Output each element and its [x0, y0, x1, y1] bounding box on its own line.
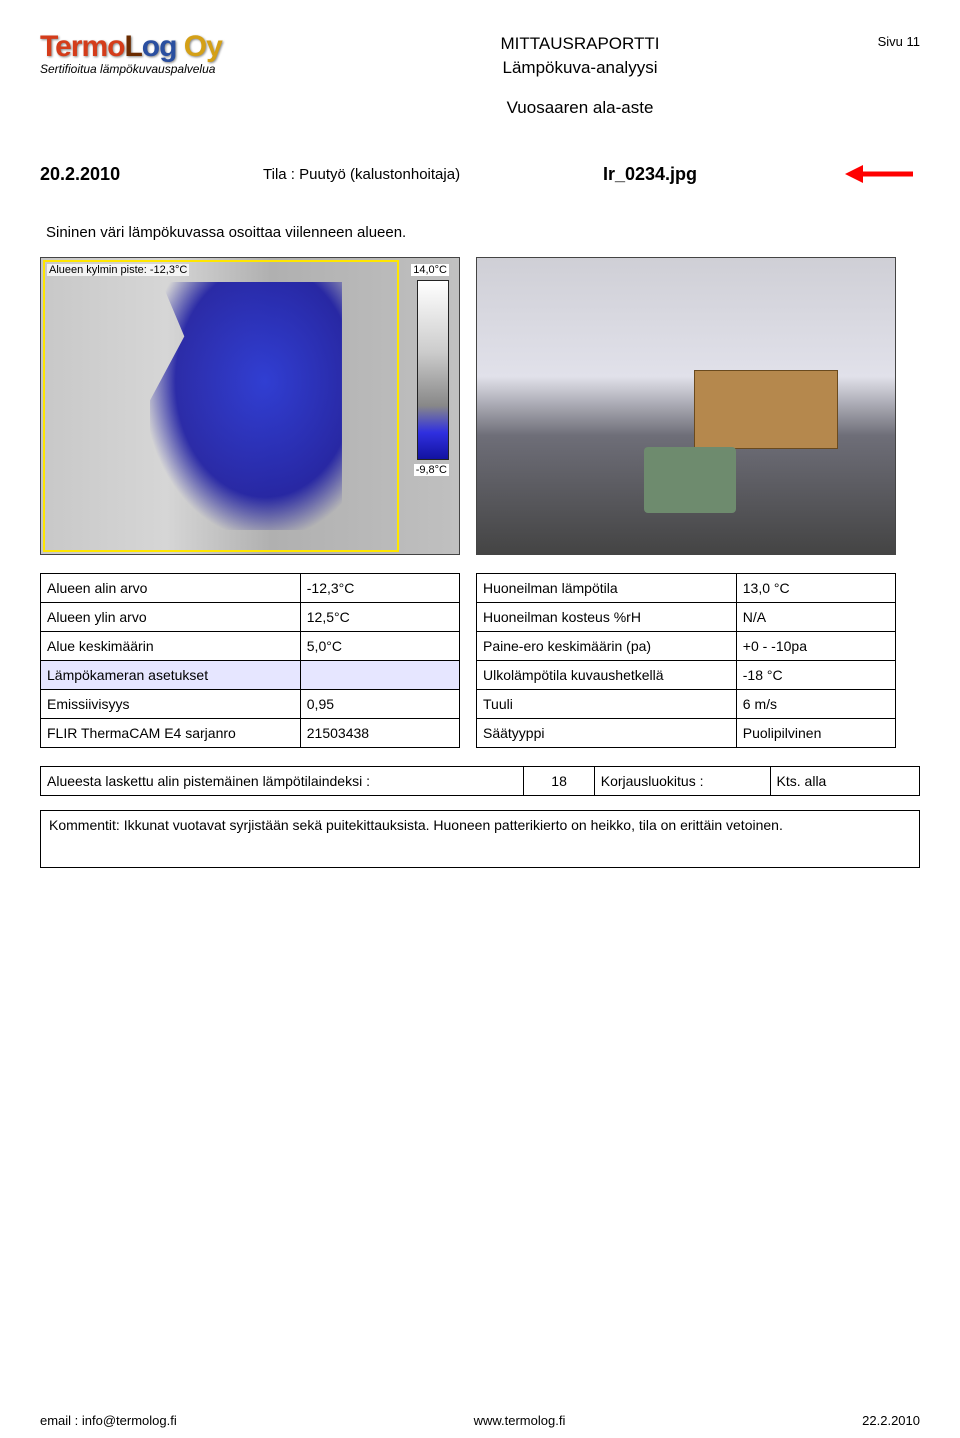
table-row: Alueen ylin arvo12,5°C	[41, 603, 460, 632]
logo: TermoLog Oy	[40, 30, 340, 64]
page-number: Sivu 11	[878, 34, 920, 49]
table-key: Lämpökameran asetukset	[41, 661, 301, 690]
room-label: Tila : Puutyö (kalustonhoitaja)	[263, 166, 460, 183]
scale-bottom-label: -9,8°C	[414, 464, 449, 476]
logo-part: Termo	[40, 30, 124, 63]
image-row: Alueen kylmin piste: -12,3°C 14,0°C -9,8…	[40, 257, 920, 555]
logo-part: og	[142, 30, 177, 63]
table-key: Alueen ylin arvo	[41, 603, 301, 632]
table-row: Emissiivisyys0,95	[41, 690, 460, 719]
table-val: Puolipilvinen	[736, 719, 895, 748]
right-table: Huoneilman lämpötila13,0 °CHuoneilman ko…	[476, 573, 896, 748]
table-key: Säätyyppi	[477, 719, 737, 748]
table-val: 0,95	[300, 690, 459, 719]
summary-label: Alueesta laskettu alin pistemäinen lämpö…	[41, 767, 524, 796]
table-key: FLIR ThermaCAM E4 sarjanro	[41, 719, 301, 748]
photo-device	[644, 447, 736, 512]
thermal-image: Alueen kylmin piste: -12,3°C 14,0°C -9,8…	[40, 257, 460, 555]
thermal-selection-rect	[43, 260, 399, 552]
photo-image	[476, 257, 896, 555]
table-row: Huoneilman lämpötila13,0 °C	[477, 574, 896, 603]
summary-value: 18	[524, 767, 594, 796]
table-row: Ulkolämpötila kuvaushetkellä-18 °C	[477, 661, 896, 690]
table-val: +0 - -10pa	[736, 632, 895, 661]
footer: email : info@termolog.fi www.termolog.fi…	[40, 1413, 920, 1428]
comment-box: Kommentit: Ikkunat vuotavat syrjistään s…	[40, 810, 920, 868]
logo-part: Oy	[184, 30, 222, 63]
summary-table: Alueesta laskettu alin pistemäinen lämpö…	[40, 766, 920, 796]
pointer-arrow-icon	[840, 154, 920, 194]
table-val: -12,3°C	[300, 574, 459, 603]
report-page: Sivu 11 TermoLog Oy Sertifioitua lämpöku…	[0, 30, 960, 1438]
summary-row: Alueesta laskettu alin pistemäinen lämpö…	[41, 767, 920, 796]
table-val: 6 m/s	[736, 690, 895, 719]
date: 20.2.2010	[40, 164, 120, 185]
summary-class-value: Kts. alla	[770, 767, 919, 796]
scale-gradient	[417, 280, 449, 460]
logo-block: TermoLog Oy Sertifioitua lämpökuvauspalv…	[40, 30, 340, 76]
table-val: 12,5°C	[300, 603, 459, 632]
table-key: Paine-ero keskimäärin (pa)	[477, 632, 737, 661]
table-key: Huoneilman lämpötila	[477, 574, 737, 603]
table-val	[300, 661, 459, 690]
scale-top-label: 14,0°C	[411, 264, 449, 276]
tables-row: Alueen alin arvo-12,3°CAlueen ylin arvo1…	[40, 573, 920, 748]
logo-part: L	[124, 30, 141, 63]
thermal-scale: 14,0°C -9,8°C	[419, 264, 449, 548]
table-key: Emissiivisyys	[41, 690, 301, 719]
table-row: Paine-ero keskimäärin (pa)+0 - -10pa	[477, 632, 896, 661]
table-row: FLIR ThermaCAM E4 sarjanro21503438	[41, 719, 460, 748]
footer-url: www.termolog.fi	[474, 1413, 566, 1428]
photo-shelf	[694, 370, 838, 449]
table-key: Alue keskimäärin	[41, 632, 301, 661]
summary-class-label: Korjausluokitus :	[594, 767, 770, 796]
info-row: 20.2.2010 Tila : Puutyö (kalustonhoitaja…	[40, 154, 920, 194]
left-table: Alueen alin arvo-12,3°CAlueen ylin arvo1…	[40, 573, 460, 748]
table-row: Tuuli6 m/s	[477, 690, 896, 719]
footer-email: email : info@termolog.fi	[40, 1413, 177, 1428]
table-row: Alue keskimäärin5,0°C	[41, 632, 460, 661]
location-title: Vuosaaren ala-aste	[340, 98, 820, 118]
table-row: Lämpökameran asetukset	[41, 661, 460, 690]
report-subtitle: Lämpökuva-analyysi	[340, 58, 820, 78]
report-title: MITTAUSRAPORTTI	[340, 34, 820, 54]
table-row: SäätyyppiPuolipilvinen	[477, 719, 896, 748]
table-key: Huoneilman kosteus %rH	[477, 603, 737, 632]
table-val: 5,0°C	[300, 632, 459, 661]
logo-subtitle: Sertifioitua lämpökuvauspalvelua	[40, 62, 340, 76]
table-row: Huoneilman kosteus %rHN/A	[477, 603, 896, 632]
table-val: N/A	[736, 603, 895, 632]
title-block: MITTAUSRAPORTTI Lämpökuva-analyysi Vuosa…	[340, 30, 820, 122]
note: Sininen väri lämpökuvassa osoittaa viile…	[46, 224, 920, 241]
table-key: Ulkolämpötila kuvaushetkellä	[477, 661, 737, 690]
table-key: Alueen alin arvo	[41, 574, 301, 603]
table-row: Alueen alin arvo-12,3°C	[41, 574, 460, 603]
table-key: Tuuli	[477, 690, 737, 719]
cold-point-label: Alueen kylmin piste: -12,3°C	[47, 264, 189, 276]
footer-date: 22.2.2010	[862, 1413, 920, 1428]
file-name: Ir_0234.jpg	[603, 164, 697, 185]
table-val: -18 °C	[736, 661, 895, 690]
table-val: 21503438	[300, 719, 459, 748]
table-val: 13,0 °C	[736, 574, 895, 603]
header: TermoLog Oy Sertifioitua lämpökuvauspalv…	[40, 30, 920, 122]
